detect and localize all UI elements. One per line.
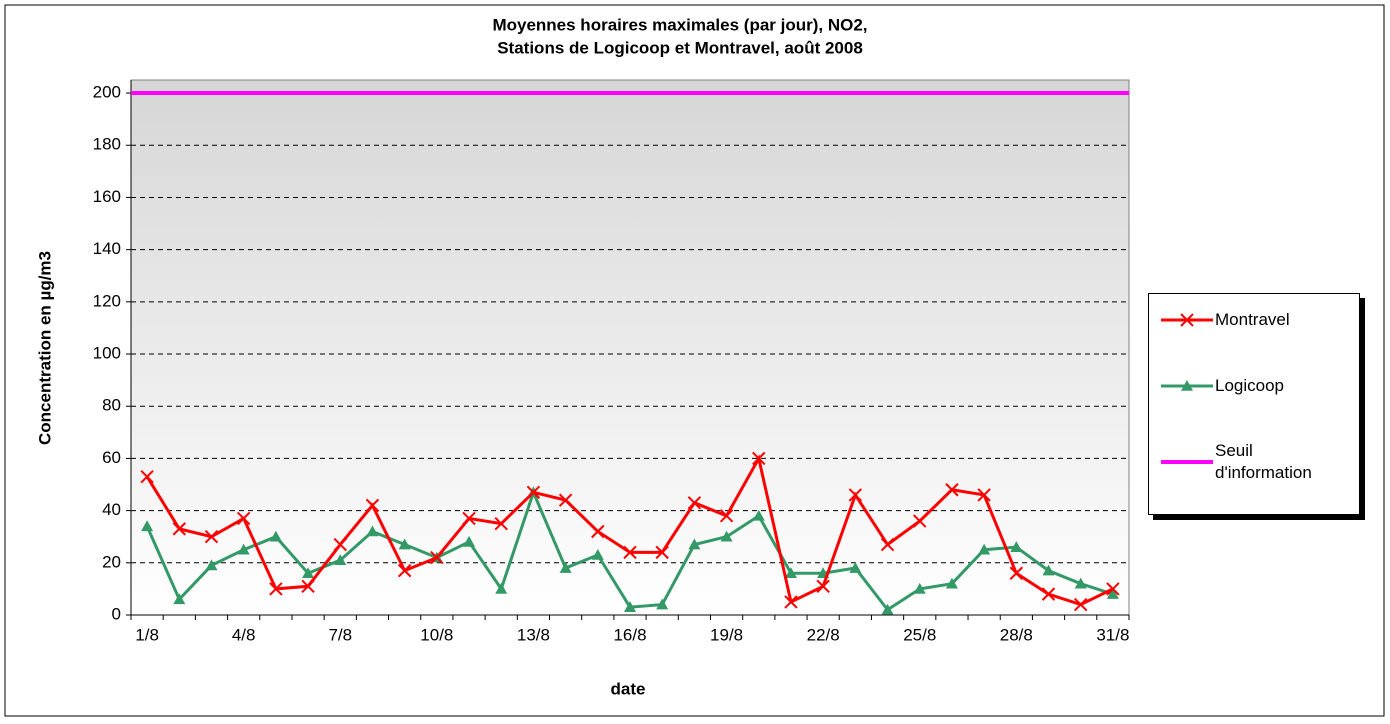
marker xyxy=(784,595,798,609)
marker xyxy=(720,530,733,542)
marker xyxy=(269,582,283,596)
y-axis-label: Concentration en µg/m3 xyxy=(35,251,54,445)
y-tick-label: 200 xyxy=(93,83,121,102)
marker xyxy=(462,511,476,526)
marker xyxy=(1010,541,1023,552)
marker xyxy=(848,488,863,502)
legend: Montravel Logicoop Seuil d'information xyxy=(1148,293,1360,515)
marker xyxy=(1181,380,1193,391)
marker xyxy=(655,545,669,560)
marker xyxy=(205,559,218,571)
marker xyxy=(463,535,476,547)
marker xyxy=(977,488,991,502)
marker xyxy=(624,601,636,612)
chart-title: Stations de Logicoop et Montravel, août … xyxy=(497,38,863,57)
legend-swatch xyxy=(1161,380,1213,391)
y-tick-label: 100 xyxy=(93,344,121,363)
marker xyxy=(913,514,927,528)
marker xyxy=(719,509,734,523)
legend-label: Logicoop xyxy=(1215,376,1285,395)
marker xyxy=(302,567,315,579)
marker xyxy=(334,554,347,565)
x-tick-label: 4/8 xyxy=(232,625,256,644)
marker xyxy=(849,562,862,573)
marker xyxy=(688,538,701,550)
marker xyxy=(816,579,830,594)
x-tick-label: 19/8 xyxy=(710,625,743,644)
marker xyxy=(1009,566,1024,580)
y-tick-label: 160 xyxy=(93,187,121,206)
marker xyxy=(204,529,219,544)
marker xyxy=(366,525,379,537)
y-tick-label: 0 xyxy=(112,604,121,623)
marker xyxy=(430,550,444,565)
marker xyxy=(333,537,347,552)
chart-title: Moyennes horaires maximales (par jour), … xyxy=(492,15,867,34)
marker xyxy=(945,483,959,497)
marker xyxy=(880,537,895,552)
y-tick-label: 140 xyxy=(93,239,121,258)
marker xyxy=(237,543,250,555)
legend-label: Seuil d'information xyxy=(1215,441,1312,482)
x-tick-label: 16/8 xyxy=(613,625,646,644)
marker xyxy=(365,498,380,513)
marker xyxy=(687,496,702,510)
marker xyxy=(141,520,154,532)
x-tick-label: 10/8 xyxy=(420,625,453,644)
marker xyxy=(1074,577,1087,589)
marker xyxy=(1074,597,1088,612)
marker xyxy=(526,485,541,500)
marker xyxy=(140,469,154,484)
legend-swatch xyxy=(1161,313,1213,327)
marker xyxy=(397,563,412,578)
x-tick-label: 28/8 xyxy=(1000,625,1033,644)
marker xyxy=(1042,564,1055,576)
marker xyxy=(656,598,669,610)
marker xyxy=(784,567,797,579)
marker xyxy=(1180,313,1194,327)
y-tick-label: 180 xyxy=(93,135,121,154)
marker xyxy=(559,562,572,573)
y-tick-label: 60 xyxy=(102,448,121,467)
marker xyxy=(591,548,604,560)
legend-swatch xyxy=(1161,460,1213,464)
x-tick-label: 7/8 xyxy=(328,625,352,644)
marker xyxy=(945,577,958,589)
x-tick-label: 13/8 xyxy=(517,625,550,644)
marker xyxy=(236,511,251,526)
marker xyxy=(978,543,991,555)
legend-label: Montravel xyxy=(1215,310,1290,329)
marker xyxy=(752,451,766,466)
x-tick-label: 22/8 xyxy=(807,625,840,644)
marker xyxy=(398,538,411,550)
marker xyxy=(494,516,508,531)
x-tick-label: 1/8 xyxy=(135,625,159,644)
legend-item: Logicoop xyxy=(1159,374,1355,398)
marker xyxy=(495,582,508,594)
marker xyxy=(558,493,573,507)
y-tick-label: 20 xyxy=(102,552,121,571)
marker xyxy=(913,582,926,594)
plot-area xyxy=(130,79,1130,616)
marker xyxy=(881,603,894,615)
y-tick-label: 120 xyxy=(93,291,121,310)
marker xyxy=(1106,588,1119,599)
y-tick-label: 80 xyxy=(102,396,121,415)
marker xyxy=(269,530,282,542)
x-tick-label: 31/8 xyxy=(1096,625,1129,644)
marker xyxy=(173,593,186,605)
x-axis-label: date xyxy=(611,679,646,698)
legend-item: Montravel xyxy=(1159,308,1355,332)
y-tick-label: 40 xyxy=(102,500,121,519)
marker xyxy=(1041,587,1056,601)
x-tick-label: 25/8 xyxy=(903,625,936,644)
marker xyxy=(623,545,637,560)
marker xyxy=(752,509,765,521)
marker xyxy=(591,524,605,539)
marker xyxy=(1106,582,1120,596)
legend-item: Seuil d'information xyxy=(1159,440,1335,484)
marker xyxy=(301,579,315,594)
marker xyxy=(172,522,186,536)
